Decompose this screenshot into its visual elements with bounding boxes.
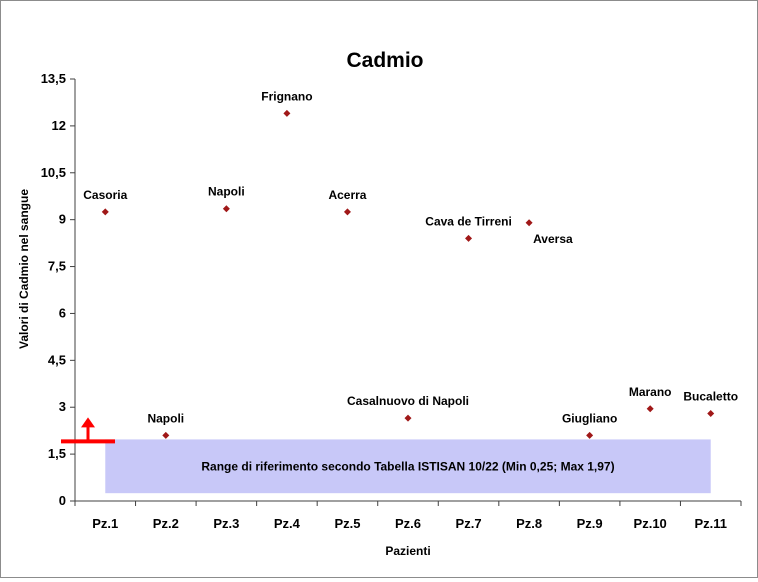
data-point-label: Giugliano	[562, 411, 617, 425]
y-tick-label: 1,5	[48, 446, 66, 461]
reference-arrow-head	[81, 417, 95, 428]
data-point	[586, 431, 594, 439]
x-tick-label: Pz.9	[577, 516, 603, 531]
data-point-label: Casalnuovo di Napoli	[347, 394, 469, 408]
y-tick-label: 7,5	[48, 259, 66, 274]
y-axis-title: Valori di Cadmio nel sangue	[17, 189, 31, 349]
data-point	[404, 414, 412, 422]
data-point-label: Acerra	[328, 188, 366, 202]
data-point-label: Marano	[629, 385, 672, 399]
data-point	[283, 109, 291, 117]
x-tick-label: Pz.11	[694, 516, 727, 531]
x-tick-label: Pz.2	[153, 516, 179, 531]
x-tick-label: Pz.3	[213, 516, 239, 531]
y-tick-label: 3	[59, 399, 66, 414]
data-point	[162, 431, 170, 439]
x-axis-title: Pazienti	[385, 544, 430, 558]
x-tick-label: Pz.5	[334, 516, 360, 531]
reference-range-label: Range di riferimento secondo Tabella IST…	[201, 459, 614, 473]
data-point-label: Napoli	[208, 185, 245, 199]
data-point-label: Frignano	[261, 89, 312, 103]
data-point-label: Bucaletto	[683, 389, 738, 403]
x-tick-label: Pz.10	[634, 516, 667, 531]
y-tick-label: 0	[59, 493, 66, 508]
data-point	[707, 409, 715, 417]
y-tick-label: 6	[59, 305, 66, 320]
data-point	[465, 234, 473, 242]
data-point-label: Cava de Tirreni	[425, 214, 511, 228]
data-point-label: Casoria	[83, 188, 127, 202]
y-tick-label: 10,5	[41, 165, 66, 180]
data-point	[343, 208, 351, 216]
y-tick-label: 9	[59, 212, 66, 227]
data-point	[646, 405, 654, 413]
x-tick-label: Pz.7	[456, 516, 482, 531]
y-tick-label: 13,5	[41, 71, 66, 86]
x-tick-label: Pz.1	[92, 516, 118, 531]
y-tick-label: 4,5	[48, 352, 66, 367]
x-tick-label: Pz.4	[274, 516, 301, 531]
data-point	[222, 205, 230, 213]
reference-range-band	[105, 439, 711, 494]
data-point-label: Napoli	[147, 411, 184, 425]
x-tick-label: Pz.8	[516, 516, 542, 531]
data-point	[525, 219, 533, 227]
data-point	[101, 208, 109, 216]
chart-title: Cadmio	[346, 49, 423, 72]
x-tick-label: Pz.6	[395, 516, 421, 531]
y-tick-label: 12	[52, 118, 66, 133]
data-point-label: Aversa	[533, 232, 573, 246]
